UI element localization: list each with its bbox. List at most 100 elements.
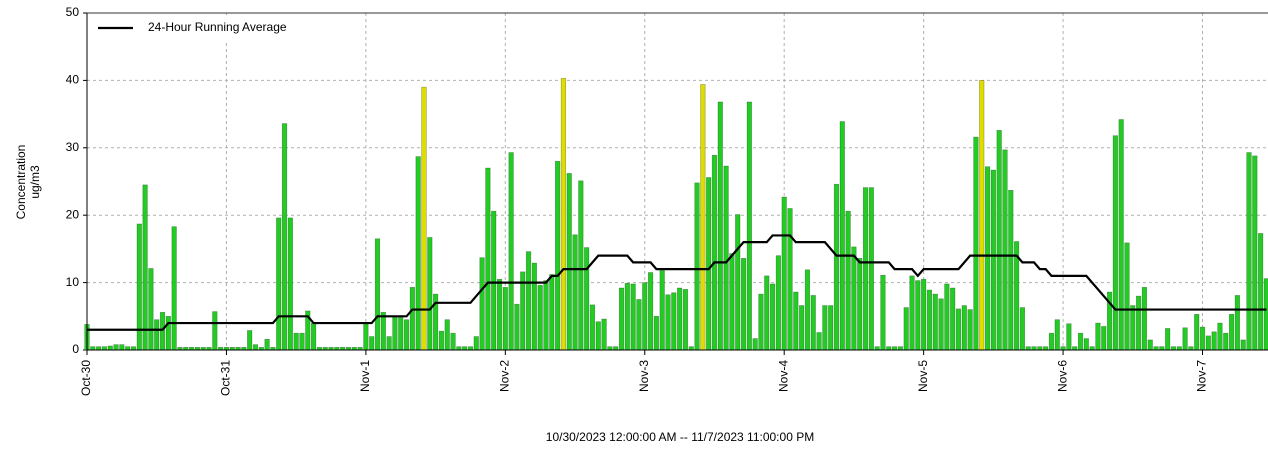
bar — [735, 214, 741, 351]
bar — [578, 180, 584, 351]
bar — [1066, 323, 1072, 351]
bar — [909, 275, 915, 351]
bar — [154, 319, 160, 351]
bar — [276, 217, 282, 351]
bar — [758, 293, 764, 351]
bar — [1101, 326, 1107, 351]
x-axis-label: 10/30/2023 12:00:00 AM -- 11/7/2023 11:0… — [546, 430, 814, 444]
bar — [874, 346, 880, 351]
bar — [1240, 339, 1246, 351]
x-tick-label: Nov-6 — [1055, 360, 1069, 392]
x-tick-label: Oct-30 — [79, 360, 93, 396]
bar — [485, 167, 491, 351]
bar — [706, 177, 712, 351]
bar — [1031, 346, 1037, 351]
y-tick-label: 0 — [72, 342, 79, 356]
bar — [1083, 338, 1089, 351]
bar — [1072, 346, 1078, 351]
bar — [159, 311, 166, 351]
bar — [595, 321, 601, 351]
bar — [409, 287, 415, 351]
bar — [1199, 326, 1206, 351]
bar — [107, 345, 113, 351]
bar — [1054, 319, 1060, 351]
bar — [293, 332, 299, 351]
bar — [444, 319, 450, 351]
bar — [932, 293, 938, 351]
bar — [566, 173, 572, 351]
bar — [886, 346, 892, 351]
y-tick-label: 20 — [66, 207, 80, 221]
bar — [1205, 335, 1211, 351]
x-tick-label: Nov-3 — [637, 360, 651, 392]
bar — [1165, 328, 1171, 351]
bar — [857, 258, 863, 351]
bar — [101, 346, 108, 351]
bar — [653, 315, 659, 351]
bar — [979, 80, 985, 351]
bar — [926, 289, 933, 351]
bar — [1089, 346, 1095, 351]
bar — [642, 282, 648, 351]
bar — [473, 336, 479, 351]
bar — [287, 217, 293, 351]
bar — [1258, 233, 1264, 351]
bar — [119, 344, 125, 351]
bar — [1176, 346, 1182, 351]
bar — [1211, 331, 1217, 351]
bar — [1246, 152, 1252, 351]
bar — [212, 311, 218, 351]
bar — [717, 101, 723, 351]
bar — [1077, 332, 1084, 351]
bar — [804, 269, 811, 351]
bar — [496, 278, 503, 351]
bar — [729, 253, 735, 351]
x-tick-label: Nov-4 — [776, 360, 790, 392]
bar — [1025, 346, 1031, 351]
bar — [746, 101, 752, 351]
bar — [1136, 295, 1142, 351]
bar — [828, 305, 834, 351]
bar — [967, 309, 973, 351]
bar — [996, 129, 1002, 351]
bar — [1141, 287, 1148, 351]
bar — [1234, 295, 1240, 351]
y-axis-label: Concentration — [14, 145, 28, 220]
bar — [130, 346, 137, 351]
bar — [1159, 346, 1165, 351]
bar — [1188, 346, 1194, 351]
bar — [868, 187, 874, 351]
bar — [781, 196, 787, 351]
bar — [711, 154, 718, 351]
bar — [938, 298, 944, 351]
bar — [723, 165, 729, 351]
bar — [450, 332, 456, 351]
bar — [764, 275, 770, 351]
bar — [374, 238, 381, 351]
bar — [148, 268, 154, 351]
bar — [973, 136, 979, 351]
bar — [467, 346, 474, 351]
bar — [386, 336, 392, 351]
bar — [921, 278, 927, 351]
bar — [96, 346, 102, 351]
bar — [543, 280, 549, 351]
bar — [462, 346, 468, 351]
bar — [427, 237, 433, 351]
bar — [247, 330, 253, 351]
bar — [630, 283, 636, 351]
bar — [1124, 242, 1130, 351]
bar — [415, 156, 421, 351]
running-average-line — [87, 234, 1267, 331]
bar — [1182, 327, 1188, 351]
bar — [624, 282, 630, 351]
bar — [403, 319, 410, 351]
bar — [1147, 339, 1153, 351]
bar — [752, 338, 758, 351]
x-tick-label: Oct-31 — [219, 360, 233, 396]
bar — [915, 280, 921, 351]
bar — [1002, 149, 1008, 351]
bar — [1095, 322, 1101, 351]
bar — [822, 305, 828, 351]
